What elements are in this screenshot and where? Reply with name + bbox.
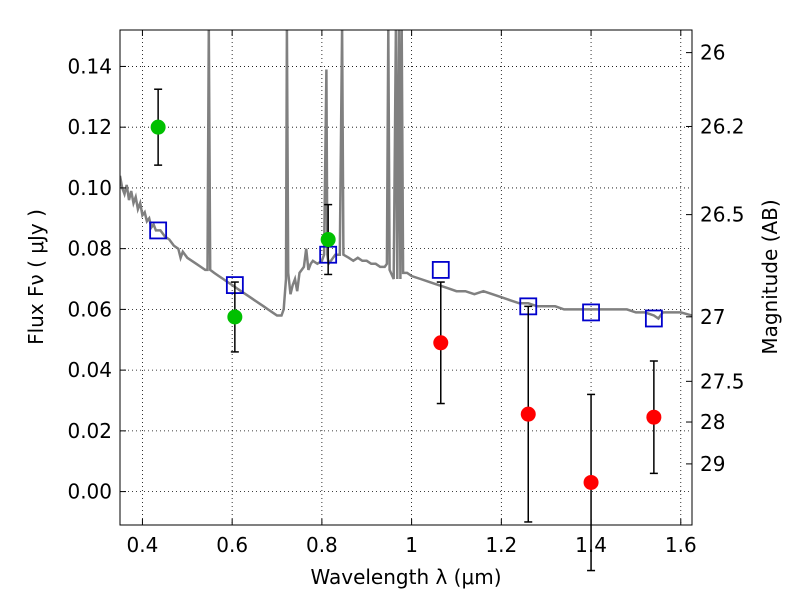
x-tick-label: 1 (405, 533, 418, 557)
y2-tick-label: 26.2 (700, 114, 745, 138)
x-tick-label: 1.6 (665, 533, 697, 557)
x-axis-label: Wavelength λ (μm) (310, 565, 501, 589)
model-flux-marker-6 (582, 303, 600, 322)
y2-tick-label: 26 (700, 41, 725, 65)
y2-axis-ticks: 26 26.2 26.5 27 27.5 28 29 (686, 41, 745, 476)
y2-axis-label: Magnitude (AB) (758, 199, 782, 354)
detection-point-3 (320, 232, 336, 248)
x-tick-label: 0.6 (216, 533, 248, 557)
plot-frame (119, 29, 693, 526)
x-tick-label: 1.2 (485, 533, 517, 557)
y-axis-label: Flux Fν ( μJy ) (24, 209, 48, 345)
marker-layer (149, 88, 663, 572)
model-flux-marker-7 (644, 309, 663, 328)
y2-tick-label: 29 (700, 452, 725, 476)
x-tick-label: 1.4 (575, 533, 607, 557)
detection-point-1 (150, 119, 166, 135)
non-detection-point-2 (520, 406, 536, 422)
y-tick-label: 0.12 (67, 115, 112, 139)
y2-tick-label: 27.5 (700, 369, 745, 393)
non-detection-point-1 (433, 335, 449, 351)
x-tick-label: 0.8 (306, 533, 338, 557)
y-tick-label: 0.06 (67, 297, 112, 321)
data-layer (120, 30, 692, 321)
sed-model-line (120, 30, 692, 321)
non-detection-point-4 (646, 409, 662, 425)
y-tick-label: 0.14 (67, 54, 112, 78)
y2-tick-label: 26.5 (700, 203, 745, 227)
x-tick-label: 0.4 (127, 533, 159, 557)
y2-tick-label: 28 (700, 410, 725, 434)
y-tick-label: 0.08 (67, 237, 112, 261)
y-tick-label: 0.10 (67, 176, 112, 200)
detection-point-2 (227, 309, 243, 325)
x-axis-ticks: 0.4 0.6 0.8 1 1.2 1.4 1.6 (127, 30, 697, 557)
y-axis-ticks: 0.00 0.02 0.04 0.06 0.08 0.10 0.12 0.14 (67, 54, 126, 504)
y2-tick-label: 27 (700, 305, 725, 329)
model-flux-marker-1 (149, 221, 168, 240)
y-tick-label: 0.02 (67, 419, 112, 443)
y-tick-label: 0.04 (67, 358, 112, 382)
y-tick-label: 0.00 (67, 480, 112, 504)
non-detection-point-3 (583, 474, 599, 490)
model-flux-marker-4 (431, 261, 450, 279)
